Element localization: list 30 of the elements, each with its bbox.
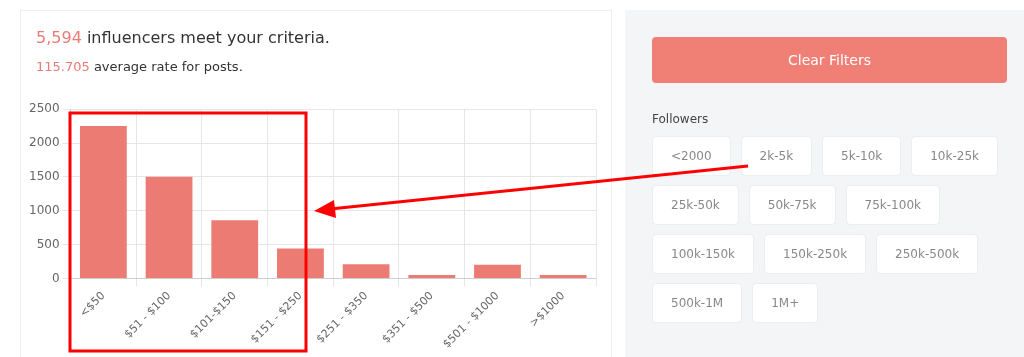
bar (408, 274, 456, 278)
chart-subtitle: 115.705 average rate for posts. (36, 59, 243, 74)
text: 500k-1M (652, 283, 743, 323)
text: 5k-10k (822, 136, 902, 176)
text: 2k-5k (740, 136, 813, 176)
bar (79, 126, 127, 278)
y-tick-label: 0 (51, 270, 60, 285)
y-tick-label: 1500 (28, 169, 60, 183)
text: 10k-25k (911, 136, 999, 176)
text: Followers (652, 112, 709, 126)
bar (277, 248, 324, 278)
chart-title: 5,594 influencers meet your criteria. (36, 28, 330, 47)
text: 25k-50k (652, 185, 739, 225)
text: Clear Filters (652, 37, 1007, 83)
text: <2000 (652, 136, 731, 176)
bar (474, 264, 521, 278)
text: 75k-100k (845, 185, 940, 225)
y-tick-label: 2500 (28, 101, 60, 116)
text: 1M+ (752, 283, 819, 323)
y-tick-label: 2000 (28, 135, 60, 150)
text: 250k-500k (876, 234, 979, 274)
bar (539, 274, 587, 278)
bar (211, 220, 259, 278)
y-tick-label: 500 (36, 236, 60, 251)
bar (342, 264, 390, 278)
text: 50k-75k (748, 185, 836, 225)
bar (145, 176, 193, 278)
text: 100k-150k (652, 234, 755, 274)
y-tick-label: 1000 (28, 202, 60, 217)
text: 150k-250k (764, 234, 867, 274)
